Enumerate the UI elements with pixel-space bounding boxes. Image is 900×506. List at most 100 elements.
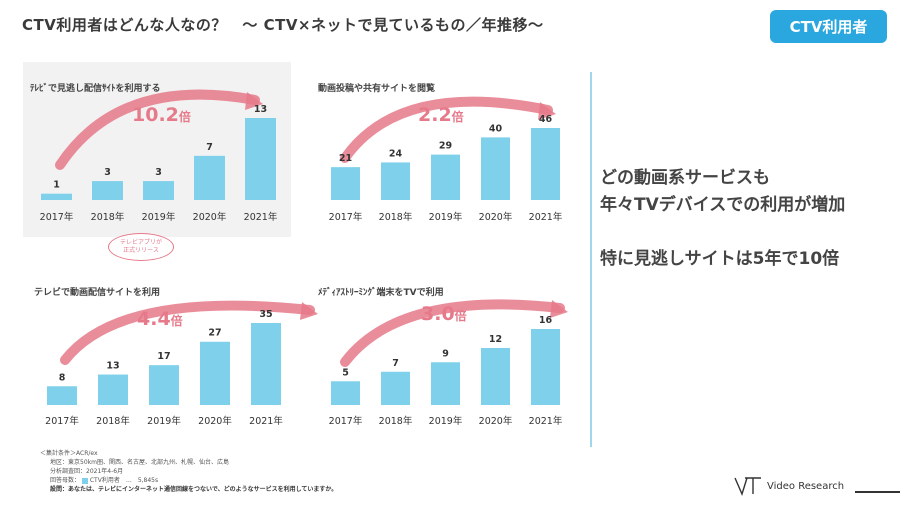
x-tick-label: 2021年 (529, 415, 563, 427)
finding-line-3: 特に見逃しサイトは5年で10倍 (600, 249, 840, 269)
ctv-user-badge: CTV利用者 (770, 10, 887, 43)
x-tick-label: 2020年 (193, 211, 227, 223)
value-label: 29 (439, 141, 452, 152)
value-label: 9 (442, 348, 449, 359)
company-logo: Video Research (733, 476, 844, 496)
multiplier-unit: 倍 (171, 313, 183, 328)
arrowhead-icon (300, 302, 318, 320)
value-label: 40 (489, 123, 503, 134)
finding-spacer (600, 219, 890, 246)
x-tick-label: 2017年 (40, 211, 74, 223)
value-label: 1 (53, 180, 60, 191)
multiplier-value: 3.0 (421, 303, 455, 325)
multiplier-label: 4.4倍 (137, 308, 183, 330)
chart-title: テレビで動画配信サイトを利用 (34, 286, 160, 298)
value-label: 7 (392, 358, 399, 369)
bar-2021年 (245, 118, 276, 200)
notes-sample-label: 回答母数： (50, 477, 81, 484)
bar-chart-4: ﾒﾃﾞｨｱｽﾄﾘｰﾐﾝｸﾞ端末をTVで利用 5 2017年 7 2018年 9 2019年 1… (318, 286, 568, 427)
growth-arrow (55, 89, 260, 170)
bar-2020年 (481, 348, 510, 405)
value-label: 5 (342, 367, 349, 378)
notes-line-4: 回答母数： CTV利用者 … 5,845s (50, 476, 337, 485)
value-label: 13 (106, 361, 119, 372)
multiplier-unit: 倍 (179, 109, 191, 124)
bar-2019年 (431, 154, 460, 200)
finding-line-1: どの動画系サービスも (600, 168, 770, 188)
bar-2020年 (200, 341, 230, 405)
bar-2020年 (481, 137, 510, 200)
bar-chart-1: ﾃﾚﾋﾞで見逃し配信ｻｲﾄを利用する 1 2017年 3 2018年 3 2019年 7 202… (30, 82, 278, 223)
logo-mark-icon (734, 477, 761, 496)
key-findings: どの動画系サービスも 年々TVデバイスでの利用が増加 特に見逃しサイトは5年で1… (600, 165, 890, 273)
value-label: 7 (206, 142, 213, 153)
x-tick-label: 2017年 (329, 415, 363, 427)
chart-title: 動画投稿や共有サイトを閲覧 (318, 82, 435, 94)
x-tick-label: 2019年 (429, 415, 463, 427)
bar-2017年 (41, 193, 72, 200)
bar-2019年 (149, 365, 179, 405)
x-tick-label: 2017年 (45, 415, 79, 427)
bar-2021年 (251, 323, 281, 405)
value-label: 35 (259, 309, 272, 320)
x-tick-label: 2017年 (329, 211, 363, 223)
x-tick-label: 2020年 (198, 415, 232, 427)
x-tick-label: 2018年 (96, 415, 130, 427)
survey-notes: ＜集計条件＞ACR/ex 地区：東京50km圏、関西、名古屋、北部九州、札幌、仙… (40, 449, 337, 494)
multiplier-value: 4.4 (137, 308, 171, 330)
multiplier-label: 2.2倍 (418, 104, 464, 126)
footer-rule (855, 491, 900, 493)
x-tick-label: 2021年 (244, 211, 278, 223)
value-label: 3 (104, 167, 111, 178)
value-label: 8 (59, 372, 66, 383)
bar-2018年 (381, 371, 410, 405)
multiplier-value: 10.2 (132, 104, 179, 126)
arrowhead-icon (538, 102, 556, 120)
notes-line-2: 地区：東京50km圏、関西、名古屋、北部九州、札幌、仙台、広島 (50, 459, 229, 466)
value-label: 12 (489, 334, 502, 345)
arrowhead-icon (550, 300, 568, 318)
value-label: 3 (155, 167, 162, 178)
bar-2018年 (92, 181, 123, 200)
bar-2018年 (381, 162, 410, 200)
multiplier-label: 3.0倍 (421, 303, 467, 325)
x-tick-label: 2019年 (147, 415, 181, 427)
finding-line-2: 年々TVデバイスでの利用が増加 (600, 195, 846, 215)
value-label: 24 (389, 148, 403, 159)
growth-arrow (340, 96, 553, 163)
value-label: 17 (157, 351, 170, 362)
multiplier-label: 10.2倍 (132, 104, 191, 126)
slide-title: CTV利用者はどんな人なの？ ～ CTV×ネットで見ているもの／年推移～ (22, 16, 544, 34)
growth-arrow (340, 299, 565, 367)
arrowhead-icon (245, 92, 263, 110)
value-label: 46 (539, 114, 553, 125)
bar-2019年 (431, 362, 460, 405)
bar-2021年 (531, 128, 560, 200)
x-tick-label: 2020年 (479, 415, 513, 427)
notes-sample-value: CTV利用者 … 5,845s (89, 477, 159, 484)
x-tick-label: 2018年 (379, 415, 413, 427)
bar-2020年 (194, 155, 225, 200)
x-tick-label: 2021年 (529, 211, 563, 223)
bar-chart-3: テレビで動画配信サイトを利用 8 2017年 13 2018年 17 2019年 27 2020… (34, 286, 318, 427)
bar-2017年 (331, 381, 360, 405)
x-tick-label: 2020年 (479, 211, 513, 223)
x-tick-label: 2018年 (91, 211, 125, 223)
logo-text: Video Research (767, 480, 845, 492)
x-tick-label: 2021年 (249, 415, 283, 427)
multiplier-unit: 倍 (452, 109, 464, 124)
x-tick-label: 2019年 (429, 211, 463, 223)
release-callout: テレビアプリが 正式リリース (108, 233, 174, 261)
notes-question: 設問：あなたは、テレビにインターネット通信回線をつないで、どのようなサービスを利… (50, 486, 338, 493)
callout-line-1: テレビアプリが (119, 239, 162, 246)
bar-2021年 (531, 329, 560, 405)
callout-line-2: 正式リリース (123, 247, 159, 254)
bar-chart-2: 動画投稿や共有サイトを閲覧 21 2017年 24 2018年 29 2019年 40 2020… (318, 82, 563, 223)
chart-title: ﾒﾃﾞｨｱｽﾄﾘｰﾐﾝｸﾞ端末をTVで利用 (318, 286, 444, 298)
bar-2019年 (143, 181, 174, 200)
notes-line-1: ＜集計条件＞ACR/ex (40, 450, 98, 457)
value-label: 27 (208, 328, 221, 339)
value-label: 21 (339, 153, 352, 164)
chart-title: ﾃﾚﾋﾞで見逃し配信ｻｲﾄを利用する (30, 82, 161, 94)
bar-2017年 (331, 167, 360, 200)
